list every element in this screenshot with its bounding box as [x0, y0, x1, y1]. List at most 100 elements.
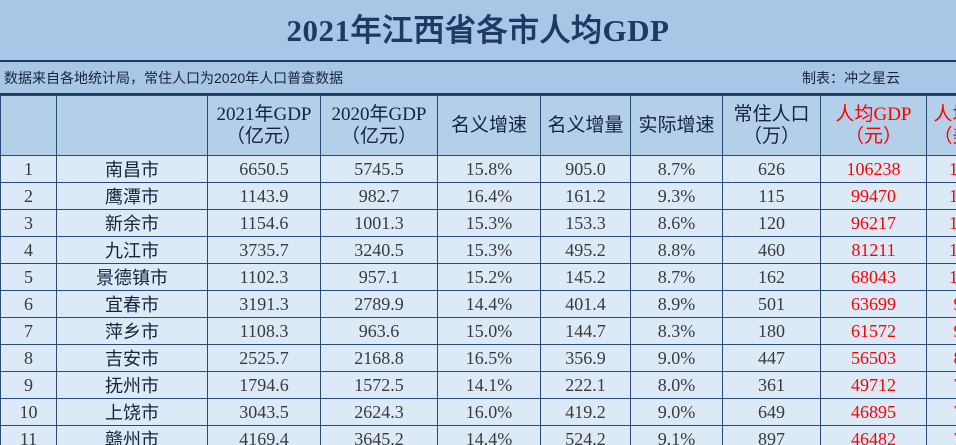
- cell-nom_speed: 16.0%: [437, 398, 541, 426]
- table-row[interactable]: 8吉安市2525.72168.816.5%356.99.0%4475650387…: [0, 344, 956, 372]
- cell-gdp2020: 2624.3: [320, 398, 438, 426]
- cell-city: 景德镇市: [56, 263, 208, 291]
- column-header-line2: （亿元）: [225, 125, 302, 147]
- cell-city: 萍乡市: [56, 317, 208, 345]
- table-body: 1南昌市6650.55745.515.8%905.08.7%6261062381…: [0, 155, 956, 445]
- table-row[interactable]: 9抚州市1794.61572.514.1%222.18.0%3614971277…: [0, 371, 956, 399]
- column-header-pc_gdp_cny[interactable]: 人均GDP （元）: [820, 95, 927, 156]
- cell-population: 180: [722, 317, 821, 345]
- cell-nom_amount: 905.0: [540, 155, 631, 183]
- table-row[interactable]: 10上饶市3043.52624.316.0%419.29.0%649468957…: [0, 398, 956, 426]
- cell-gdp2020: 3645.2: [320, 425, 438, 445]
- cell-gdp2020: 3240.5: [320, 236, 438, 264]
- table-row[interactable]: 6宜春市3191.32789.914.4%401.48.9%5016369998…: [0, 290, 956, 318]
- column-header-line2: （万）: [742, 125, 800, 147]
- cell-gdp2020: 957.1: [320, 263, 438, 291]
- table-row[interactable]: 7萍乡市1108.3963.615.0%144.78.3%18061572954…: [0, 317, 956, 345]
- column-header-line2: （美元）: [933, 125, 956, 147]
- column-header-city[interactable]: [56, 95, 208, 156]
- cell-nom_speed: 16.5%: [437, 344, 541, 372]
- cell-population: 897: [722, 425, 821, 445]
- cell-real_speed: 8.7%: [630, 155, 723, 183]
- cell-rank: 10: [0, 398, 57, 426]
- table-row[interactable]: 4九江市3735.73240.515.3%495.28.8%4608121112…: [0, 236, 956, 264]
- cell-pc_gdp_cny: 56503: [820, 344, 927, 372]
- cell-nom_speed: 15.8%: [437, 155, 541, 183]
- cell-real_speed: 8.6%: [630, 209, 723, 237]
- column-header-gdp2021[interactable]: 2021年GDP （亿元）: [207, 95, 321, 156]
- table-row[interactable]: 1南昌市6650.55745.515.8%905.08.7%6261062381…: [0, 155, 956, 183]
- cell-population: 361: [722, 371, 821, 399]
- cell-nom_amount: 419.2: [540, 398, 631, 426]
- cell-gdp2020: 1001.3: [320, 209, 438, 237]
- column-header-line1: 名义增量: [547, 114, 624, 136]
- cell-gdp2021: 1108.3: [207, 317, 321, 345]
- table-row[interactable]: 11赣州市4169.43645.214.4%524.29.1%897464827…: [0, 425, 956, 445]
- column-header-nom_speed[interactable]: 名义增速: [437, 95, 541, 156]
- cell-real_speed: 9.0%: [630, 344, 723, 372]
- cell-nom_amount: 401.4: [540, 290, 631, 318]
- cell-gdp2020: 5745.5: [320, 155, 438, 183]
- column-header-population[interactable]: 常住人口 （万）: [722, 95, 821, 156]
- cell-pc_gdp_usd: 9876: [926, 290, 956, 318]
- cell-nom_speed: 15.0%: [437, 317, 541, 345]
- table-row[interactable]: 5景德镇市1102.3957.115.2%145.28.7%1626804310…: [0, 263, 956, 291]
- cell-gdp2021: 3191.3: [207, 290, 321, 318]
- cell-gdp2020: 1572.5: [320, 371, 438, 399]
- cell-pc_gdp_usd: 14917: [926, 209, 956, 237]
- cell-city: 抚州市: [56, 371, 208, 399]
- cell-population: 447: [722, 344, 821, 372]
- cell-pc_gdp_cny: 46895: [820, 398, 927, 426]
- data-source-note: 数据来自各地统计局，常住人口为2020年人口普查数据: [4, 69, 344, 86]
- cell-rank: 9: [0, 371, 57, 399]
- cell-nom_amount: 161.2: [540, 182, 631, 210]
- cell-pc_gdp_cny: 68043: [820, 263, 927, 291]
- cell-gdp2021: 2525.7: [207, 344, 321, 372]
- title-band: 2021年江西省各市人均GDP: [0, 0, 956, 62]
- table-row[interactable]: 2鹰潭市1143.9982.716.4%161.29.3%11599470154…: [0, 182, 956, 210]
- cell-nom_speed: 15.3%: [437, 236, 541, 264]
- cell-nom_amount: 144.7: [540, 317, 631, 345]
- cell-nom_amount: 222.1: [540, 371, 631, 399]
- column-header-line1: 常住人口: [733, 104, 810, 126]
- cell-rank: 7: [0, 317, 57, 345]
- cell-gdp2020: 2789.9: [320, 290, 438, 318]
- column-header-nom_amount[interactable]: 名义增量: [540, 95, 631, 156]
- column-header-real_speed[interactable]: 实际增速: [630, 95, 723, 156]
- column-header-line2: （亿元）: [340, 125, 417, 147]
- cell-pc_gdp_cny: 61572: [820, 317, 927, 345]
- cell-nom_speed: 14.4%: [437, 425, 541, 445]
- column-header-gdp2020[interactable]: 2020年GDP （亿元）: [320, 95, 438, 156]
- cell-gdp2020: 2168.8: [320, 344, 438, 372]
- column-header-line1: 实际增速: [638, 114, 715, 136]
- cell-gdp2021: 1154.6: [207, 209, 321, 237]
- cell-population: 626: [722, 155, 821, 183]
- column-header-rank[interactable]: [0, 95, 57, 156]
- cell-city: 南昌市: [56, 155, 208, 183]
- cell-real_speed: 9.0%: [630, 398, 723, 426]
- cell-rank: 1: [0, 155, 57, 183]
- gdp-table: 2021年GDP （亿元） 2020年GDP （亿元） 名义增速 名义增量 实际增速 常住人口…: [0, 95, 956, 445]
- cell-gdp2021: 3043.5: [207, 398, 321, 426]
- cell-population: 649: [722, 398, 821, 426]
- cell-pc_gdp_cny: 49712: [820, 371, 927, 399]
- table-row[interactable]: 3新余市1154.61001.315.3%153.38.6%1209621714…: [0, 209, 956, 237]
- cell-nom_speed: 14.1%: [437, 371, 541, 399]
- column-header-line1: 人均GDP: [933, 104, 956, 126]
- cell-nom_amount: 145.2: [540, 263, 631, 291]
- cell-gdp2021: 6650.5: [207, 155, 321, 183]
- cell-real_speed: 8.0%: [630, 371, 723, 399]
- cell-city: 鹰潭市: [56, 182, 208, 210]
- column-header-line1: 2020年GDP: [331, 104, 427, 126]
- cell-real_speed: 8.7%: [630, 263, 723, 291]
- cell-nom_speed: 16.4%: [437, 182, 541, 210]
- cell-gdp2021: 1102.3: [207, 263, 321, 291]
- cell-rank: 8: [0, 344, 57, 372]
- cell-population: 460: [722, 236, 821, 264]
- column-header-pc_gdp_usd[interactable]: 人均GDP（美元）: [926, 95, 956, 156]
- cell-population: 115: [722, 182, 821, 210]
- cell-real_speed: 8.9%: [630, 290, 723, 318]
- cell-pc_gdp_usd: 12591: [926, 236, 956, 264]
- cell-nom_speed: 14.4%: [437, 290, 541, 318]
- cell-pc_gdp_cny: 99470: [820, 182, 927, 210]
